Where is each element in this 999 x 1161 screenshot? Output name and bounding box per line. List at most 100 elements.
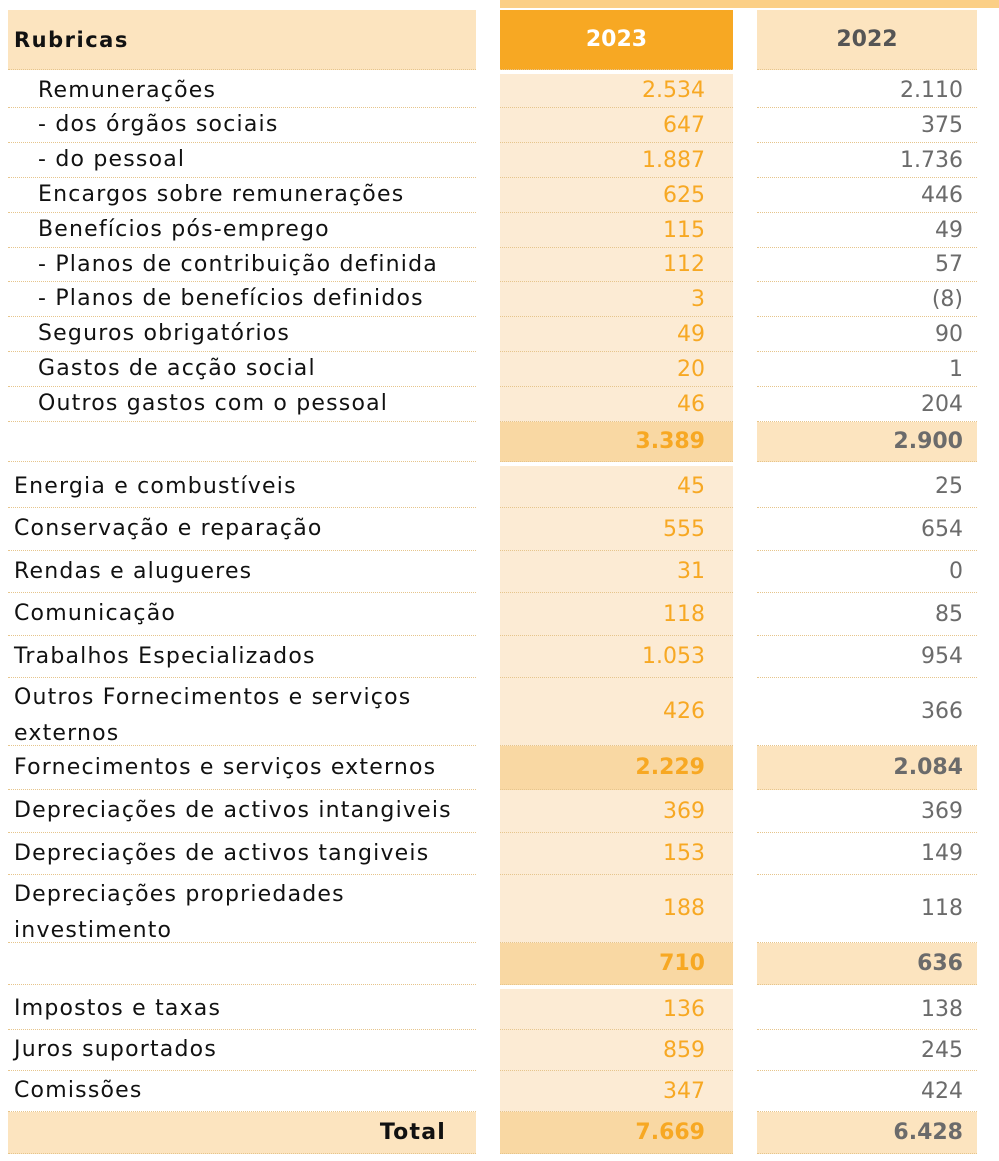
row-label: Depreciações de activos tangiveis: [8, 833, 476, 875]
subtotal-2023: 710: [500, 943, 733, 985]
row-label: Comunicação: [8, 593, 476, 636]
table-row: Juros suportados 859 245: [0, 1030, 999, 1071]
table-header-row: Rubricas 2023 2022: [0, 10, 999, 70]
value-2022: 149: [757, 833, 977, 875]
row-label: Depreciações de activos intangiveis: [8, 790, 476, 833]
value-2023: 45: [500, 466, 733, 508]
value-2022: 90: [757, 317, 977, 352]
value-2023: 1.053: [500, 636, 733, 678]
table-row: Encargos sobre remunerações 625 446: [0, 178, 999, 213]
table-row: Comunicação 118 85: [0, 593, 999, 636]
table-row: Impostos e taxas 136 138: [0, 989, 999, 1030]
table-row: Remunerações 2.534 2.110: [0, 74, 999, 108]
table-row: Conservação e reparação 555 654: [0, 508, 999, 551]
table-row: Outros Fornecimentos e serviços externos…: [0, 678, 999, 746]
header-accent-strip: [500, 0, 999, 8]
column-header-2023: 2023: [500, 10, 733, 70]
table-row: Trabalhos Especializados 1.053 954: [0, 636, 999, 678]
value-2023: 46: [500, 387, 733, 422]
row-label: - Planos de contribuição definida: [8, 248, 476, 282]
column-header-2022: 2022: [757, 10, 977, 70]
value-2022: 424: [757, 1071, 977, 1112]
table-row: Gastos de acção social 20 1: [0, 352, 999, 387]
row-label: Juros suportados: [8, 1030, 476, 1071]
value-2022: 954: [757, 636, 977, 678]
subtotal-2022: 2.084: [757, 746, 977, 790]
value-2022: 2.110: [757, 74, 977, 108]
row-label: Gastos de acção social: [8, 352, 476, 387]
value-2023: 625: [500, 178, 733, 213]
table-row: Depreciações de activos tangiveis 153 14…: [0, 833, 999, 875]
table-row: Rendas e alugueres 31 0: [0, 551, 999, 593]
table-row: - Planos de contribuição definida 112 57: [0, 248, 999, 282]
value-2023: 153: [500, 833, 733, 875]
subtotal-row: 710 636: [0, 943, 999, 985]
row-label: [8, 943, 476, 985]
table-row: Comissões 347 424: [0, 1071, 999, 1112]
table-row: - Planos de benefícios definidos 3 (8): [0, 282, 999, 317]
row-label: Outros Fornecimentos e serviços externos: [8, 678, 476, 746]
subtotal-2022: 636: [757, 943, 977, 985]
row-label: Comissões: [8, 1071, 476, 1112]
value-2022: 118: [757, 875, 977, 943]
value-2023: 347: [500, 1071, 733, 1112]
table-row: Seguros obrigatórios 49 90: [0, 317, 999, 352]
value-2023: 112: [500, 248, 733, 282]
table-row: Outros gastos com o pessoal 46 204: [0, 387, 999, 422]
subtotal-row: 3.389 2.900: [0, 422, 999, 462]
row-label: Seguros obrigatórios: [8, 317, 476, 352]
value-2023: 3: [500, 282, 733, 317]
value-2022: 245: [757, 1030, 977, 1071]
value-2022: 138: [757, 989, 977, 1030]
subtotal-2023: 3.389: [500, 422, 733, 462]
row-label: Encargos sobre remunerações: [8, 178, 476, 213]
value-2023: 136: [500, 989, 733, 1030]
value-2023: 647: [500, 108, 733, 143]
table-row: - do pessoal 1.887 1.736: [0, 143, 999, 178]
value-2022: 446: [757, 178, 977, 213]
row-label: Conservação e reparação: [8, 508, 476, 551]
value-2022: 204: [757, 387, 977, 422]
row-label: Remunerações: [8, 74, 476, 108]
value-2023: 426: [500, 678, 733, 746]
table-row: Energia e combustíveis 45 25: [0, 466, 999, 508]
value-2022: 369: [757, 790, 977, 833]
value-2022: (8): [757, 282, 977, 317]
row-label: Benefícios pós-emprego: [8, 213, 476, 248]
row-label: [8, 422, 476, 462]
value-2023: 369: [500, 790, 733, 833]
value-2023: 115: [500, 213, 733, 248]
row-label: Outros gastos com o pessoal: [8, 387, 476, 422]
row-label: Impostos e taxas: [8, 989, 476, 1030]
total-2022: 6.428: [757, 1112, 977, 1154]
total-row: Total 7.669 6.428: [0, 1112, 999, 1154]
value-2023: 31: [500, 551, 733, 593]
table-row: Depreciações de activos intangiveis 369 …: [0, 790, 999, 833]
subtotal-2022: 2.900: [757, 422, 977, 462]
value-2023: 555: [500, 508, 733, 551]
row-label: Depreciações propriedades investimento: [8, 875, 476, 943]
row-label: - do pessoal: [8, 143, 476, 178]
column-header-rubricas: Rubricas: [8, 10, 476, 70]
value-2022: 654: [757, 508, 977, 551]
value-2023: 1.887: [500, 143, 733, 178]
value-2022: 49: [757, 213, 977, 248]
value-2022: 25: [757, 466, 977, 508]
row-label: - dos órgãos sociais: [8, 108, 476, 143]
subtotal-2023: 2.229: [500, 746, 733, 790]
value-2023: 2.534: [500, 74, 733, 108]
row-label: Energia e combustíveis: [8, 466, 476, 508]
table-row: Benefícios pós-emprego 115 49: [0, 213, 999, 248]
value-2023: 118: [500, 593, 733, 636]
value-2022: 0: [757, 551, 977, 593]
total-label: Total: [8, 1112, 476, 1154]
row-label: Trabalhos Especializados: [8, 636, 476, 678]
value-2023: 188: [500, 875, 733, 943]
value-2022: 366: [757, 678, 977, 746]
row-label: Fornecimentos e serviços externos: [8, 746, 476, 790]
value-2022: 1: [757, 352, 977, 387]
table-row: Depreciações propriedades investimento 1…: [0, 875, 999, 943]
value-2022: 85: [757, 593, 977, 636]
subtotal-row: Fornecimentos e serviços externos 2.229 …: [0, 746, 999, 790]
value-2023: 20: [500, 352, 733, 387]
